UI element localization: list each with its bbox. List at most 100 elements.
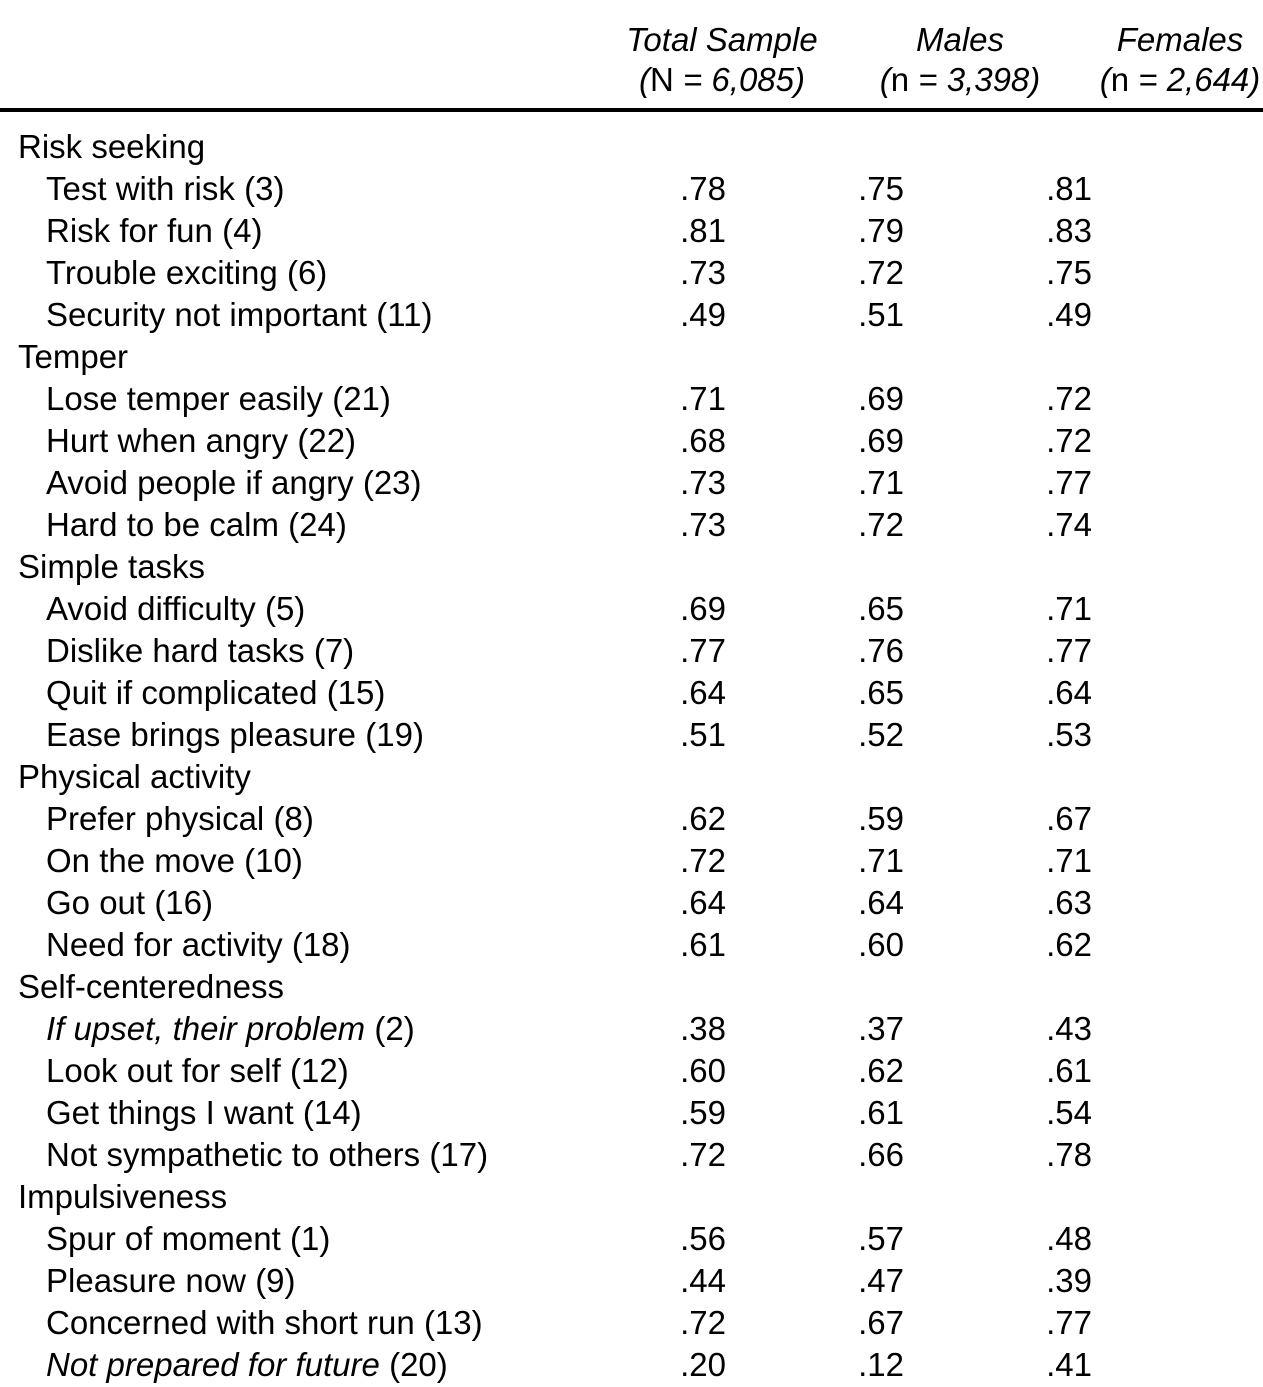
item-number: (12) bbox=[290, 1052, 349, 1089]
item-label: Test with risk (3) bbox=[0, 168, 598, 210]
spacer-cell bbox=[1184, 252, 1263, 294]
spacer-cell bbox=[1184, 840, 1263, 882]
spacer-cell bbox=[1184, 1134, 1263, 1176]
n-symbol: N bbox=[649, 61, 674, 98]
loading-value-total: .72 bbox=[680, 1136, 726, 1173]
item-number: (16) bbox=[154, 884, 213, 921]
spacer-cell bbox=[1184, 294, 1263, 336]
loading-value-males: .67 bbox=[858, 1304, 904, 1341]
item-number: (8) bbox=[273, 800, 314, 837]
loading-value-males: .75 bbox=[858, 170, 904, 207]
section-row: Risk seeking bbox=[0, 112, 1263, 168]
item-number: (11) bbox=[376, 296, 433, 333]
item-number: (13) bbox=[423, 1304, 483, 1341]
item-number: (1) bbox=[290, 1220, 331, 1257]
section-row: Temper bbox=[0, 336, 1263, 378]
spacer-cell bbox=[1184, 462, 1263, 504]
empty-cell bbox=[954, 112, 1184, 168]
empty-cell bbox=[1184, 546, 1263, 588]
item-label-text: Trouble exciting bbox=[46, 254, 278, 291]
loading-value-females: .48 bbox=[1046, 1220, 1092, 1257]
spacer-cell bbox=[1184, 1344, 1263, 1386]
item-label-text: If upset, their problem bbox=[46, 1010, 366, 1047]
item-row: Not prepared for future (20) .20 .12 .41 bbox=[0, 1344, 1263, 1386]
loading-value-total: .81 bbox=[680, 212, 726, 249]
loading-value-males: .69 bbox=[858, 380, 904, 417]
loading-value-males: .65 bbox=[858, 590, 904, 627]
n-symbol: n bbox=[1110, 61, 1130, 98]
item-label-text: Pleasure now bbox=[46, 1262, 246, 1299]
item-label: Pleasure now (9) bbox=[0, 1260, 598, 1302]
loading-value-total: .73 bbox=[680, 464, 726, 501]
loading-value-females: .81 bbox=[1046, 170, 1092, 207]
loading-value-males: .62 bbox=[858, 1052, 904, 1089]
section-title: Simple tasks bbox=[18, 548, 206, 585]
empty-cell bbox=[598, 756, 808, 798]
empty-cell bbox=[1184, 966, 1263, 1008]
empty-cell bbox=[1184, 1176, 1263, 1218]
loading-value-females: .67 bbox=[1046, 800, 1092, 837]
loading-value-total: .51 bbox=[680, 716, 726, 753]
spacer-cell bbox=[1184, 1260, 1263, 1302]
item-label: On the move (10) bbox=[0, 840, 598, 882]
loading-value-females: .75 bbox=[1046, 254, 1092, 291]
item-label-text: Test with risk bbox=[46, 170, 235, 207]
item-number: (10) bbox=[244, 842, 303, 879]
item-number: (4) bbox=[222, 212, 263, 249]
loading-value-females: .77 bbox=[1046, 464, 1092, 501]
item-label-text: Get things I want bbox=[46, 1094, 294, 1131]
item-label: If upset, their problem (2) bbox=[0, 1008, 598, 1050]
item-label: Get things I want (14) bbox=[0, 1092, 598, 1134]
item-label-text: Dislike hard tasks bbox=[46, 632, 305, 669]
item-row: Test with risk (3) .78 .75 .81 bbox=[0, 168, 1263, 210]
loading-value-females: .61 bbox=[1046, 1052, 1092, 1089]
loading-value-males: .66 bbox=[858, 1136, 904, 1173]
empty-cell bbox=[954, 966, 1184, 1008]
section-row: Simple tasks bbox=[0, 546, 1263, 588]
item-label-text: Need for activity bbox=[46, 926, 283, 963]
item-label: Need for activity (18) bbox=[0, 924, 598, 966]
item-number: (20) bbox=[389, 1346, 448, 1383]
loading-value-males: .60 bbox=[858, 926, 904, 963]
section-title: Impulsiveness bbox=[18, 1178, 228, 1215]
loading-value-total: .78 bbox=[680, 170, 726, 207]
loading-value-males: .47 bbox=[858, 1262, 904, 1299]
column-header-n: (N = 6,085) bbox=[626, 60, 817, 100]
item-label: Go out (16) bbox=[0, 882, 598, 924]
item-number: (24) bbox=[288, 506, 347, 543]
empty-cell bbox=[808, 756, 954, 798]
loading-value-males: .72 bbox=[858, 254, 904, 291]
loading-value-females: .72 bbox=[1046, 380, 1092, 417]
loading-value-females: .39 bbox=[1046, 1262, 1092, 1299]
item-label-text: Prefer physical bbox=[46, 800, 265, 837]
section-title: Risk seeking bbox=[18, 128, 206, 165]
loading-value-males: .65 bbox=[858, 674, 904, 711]
loading-value-females: .54 bbox=[1046, 1094, 1092, 1131]
loading-value-total: .38 bbox=[680, 1010, 726, 1047]
paren-open: ( bbox=[1099, 61, 1111, 98]
empty-cell bbox=[598, 546, 808, 588]
item-label: Ease brings pleasure (19) bbox=[0, 714, 598, 756]
item-row: Not sympathetic to others (17) .72 .66 .78 bbox=[0, 1134, 1263, 1176]
spacer-cell bbox=[1184, 1092, 1263, 1134]
item-row: Security not important (11) .49 .51 .49 bbox=[0, 294, 1263, 336]
spacer-cell bbox=[1184, 420, 1263, 462]
item-row: Hard to be calm (24) .73 .72 .74 bbox=[0, 504, 1263, 546]
section-row: Physical activity bbox=[0, 756, 1263, 798]
loading-value-females: .63 bbox=[1046, 884, 1092, 921]
item-label: Avoid people if angry (23) bbox=[0, 462, 598, 504]
item-label-text: Not sympathetic to others bbox=[46, 1136, 421, 1173]
loading-value-males: .12 bbox=[858, 1346, 904, 1383]
loading-value-total: .77 bbox=[680, 632, 726, 669]
spacer-cell bbox=[1184, 378, 1263, 420]
item-row: Spur of moment (1) .56 .57 .48 bbox=[0, 1218, 1263, 1260]
item-number: (3) bbox=[244, 170, 285, 207]
item-number: (6) bbox=[286, 254, 328, 291]
loading-value-females: .72 bbox=[1046, 422, 1092, 459]
loading-value-total: .62 bbox=[680, 800, 726, 837]
item-row: Get things I want (14) .59 .61 .54 bbox=[0, 1092, 1263, 1134]
item-number: (22) bbox=[297, 422, 357, 459]
item-label: Look out for self (12) bbox=[0, 1050, 598, 1092]
loading-value-females: .49 bbox=[1046, 296, 1092, 333]
loading-value-total: .68 bbox=[680, 422, 726, 459]
